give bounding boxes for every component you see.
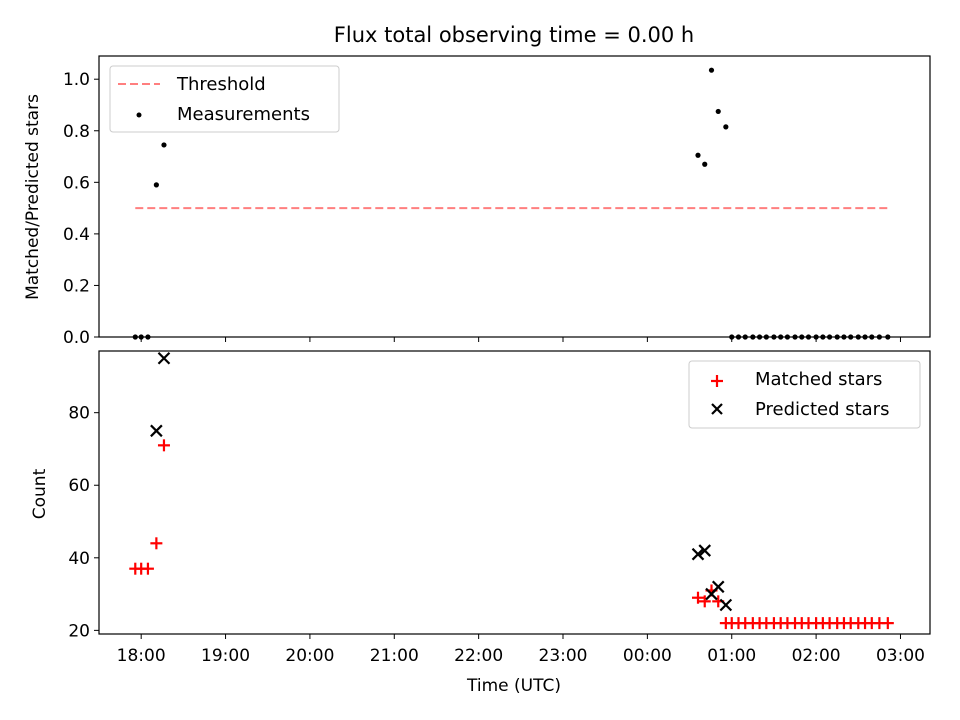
top-legend-box xyxy=(109,65,340,133)
top-y-tick-label: 0.2 xyxy=(63,276,90,296)
predicted-star-point xyxy=(691,547,705,561)
bottom-y-axis-label: Count xyxy=(30,468,50,519)
top-plot-data xyxy=(132,67,891,340)
top-y-tick-label: 0.0 xyxy=(63,328,90,348)
matched-star-point xyxy=(698,595,711,608)
top-plot-frame xyxy=(98,55,931,338)
bottom-plot: 20 40 60 80 18:00 19:00 20:00 21:00 22:00 23:00 0… xyxy=(30,350,931,696)
measurement-point xyxy=(695,152,701,158)
x-tick-label: 21:00 xyxy=(370,646,419,666)
top-plot: 0.0 0.2 0.4 0.6 0.8 1.0 Matched/Predicted sta… xyxy=(23,55,931,348)
top-y-tick-label: 0.6 xyxy=(63,173,90,193)
bottom-y-axis: 20 40 60 80 xyxy=(68,404,99,641)
matched-star-point xyxy=(881,617,894,630)
bottom-plot-data xyxy=(129,351,894,630)
x-tick-label: 20:00 xyxy=(285,646,334,666)
bottom-legend-box xyxy=(688,360,921,429)
x-tick-label: 02:00 xyxy=(792,646,841,666)
top-y-axis-label: Matched/Predicted stars xyxy=(23,94,43,300)
matched-star-point xyxy=(141,562,154,575)
x-axis-label: Time (UTC) xyxy=(466,676,561,696)
top-x-axis-ticks xyxy=(140,337,901,342)
x-tick-label: 19:00 xyxy=(201,646,250,666)
chart-title: Flux total observing time = 0.00 h xyxy=(334,23,694,47)
measurement-point xyxy=(153,182,159,188)
measurement-point xyxy=(723,124,729,130)
bottom-y-tick-label: 40 xyxy=(68,549,90,569)
predicted-star-point xyxy=(157,351,171,365)
bottom-legend: Matched stars Predicted stars xyxy=(688,360,921,429)
x-tick-label: 18:00 xyxy=(117,646,166,666)
top-y-tick-label: 1.0 xyxy=(63,70,90,90)
matched-star-point xyxy=(691,591,704,604)
measurement-point xyxy=(715,108,721,115)
predicted-star-point xyxy=(150,424,163,438)
bottom-y-tick-label: 20 xyxy=(68,621,90,641)
measurement-point xyxy=(702,161,708,167)
x-tick-label: 01:00 xyxy=(707,646,756,666)
x-tick-label: 00:00 xyxy=(623,646,672,666)
predicted-star-point xyxy=(698,544,712,557)
matched-star-point xyxy=(157,439,170,452)
matched-star-point xyxy=(150,537,163,550)
legend-measurements-swatch xyxy=(136,112,142,118)
x-tick-label: 03:00 xyxy=(876,646,925,666)
legend-matched-label: Matched stars xyxy=(755,369,882,390)
top-y-axis: 0.0 0.2 0.4 0.6 0.8 1.0 xyxy=(63,70,99,348)
top-y-tick-label: 0.8 xyxy=(63,122,90,142)
top-legend: Threshold Measurements xyxy=(109,65,340,133)
top-y-tick-label: 0.4 xyxy=(63,225,90,245)
legend-predicted-label: Predicted stars xyxy=(755,399,889,420)
legend-threshold-label: Threshold xyxy=(176,74,266,95)
measurement-point xyxy=(708,67,715,73)
bottom-plot-frame xyxy=(98,350,931,635)
legend-matched-swatch xyxy=(711,375,723,387)
predicted-star-point xyxy=(719,598,733,612)
legend-predicted-swatch xyxy=(711,403,723,415)
x-tick-label: 23:00 xyxy=(539,646,588,666)
bottom-y-tick-label: 80 xyxy=(68,404,90,424)
measurement-point xyxy=(161,142,167,148)
bottom-x-axis: 18:00 19:00 20:00 21:00 22:00 23:00 00:00 01:00… xyxy=(117,634,925,666)
predicted-star-point xyxy=(711,580,725,594)
legend-measurements-label: Measurements xyxy=(177,104,310,125)
bottom-y-tick-label: 60 xyxy=(68,476,90,496)
x-tick-label: 22:00 xyxy=(454,646,503,666)
